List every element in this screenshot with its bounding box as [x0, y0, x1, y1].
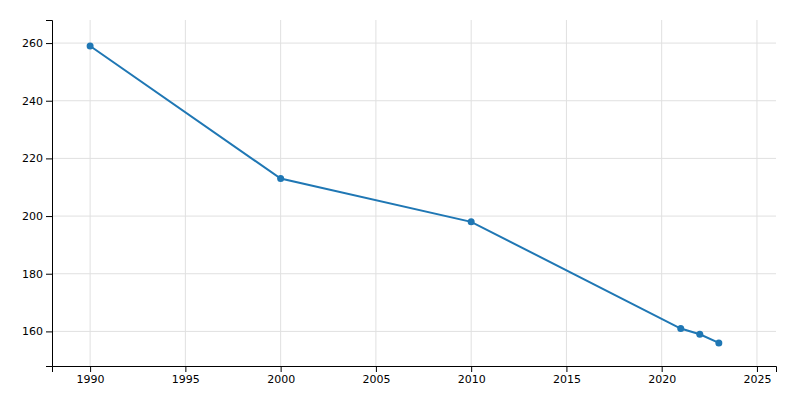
x-axis-tick-mark: [185, 366, 186, 372]
x-axis-tick-label: 2015: [553, 373, 581, 386]
x-axis-tick-mark: [471, 366, 472, 372]
y-axis-tick: 160: [22, 325, 52, 338]
y-axis-tick-label: 260: [22, 37, 43, 50]
x-axis-tick-mark: [566, 366, 567, 372]
x-axis-tick-label: 1995: [172, 373, 200, 386]
grid-line-y: [52, 100, 776, 101]
y-axis-line: [46, 21, 53, 367]
point: [277, 175, 284, 182]
y-axis-tick-label: 160: [22, 325, 43, 338]
grid-line-y: [52, 43, 776, 44]
line: [90, 46, 719, 343]
y-axis-tick-label: 240: [22, 95, 43, 108]
grid-line-y: [52, 216, 776, 217]
x-axis-tick: 2005: [362, 366, 390, 386]
x-axis-tick: 1995: [172, 366, 200, 386]
point: [715, 339, 722, 346]
chart: 1990 1995 2000 2005 2010 2015 2020 2025 160 180 20…: [0, 0, 800, 400]
x-axis-tick: 2015: [553, 366, 581, 386]
y-axis-tick-mark: [46, 101, 52, 102]
x-axis: 1990 1995 2000 2005 2010 2015 2020 2025: [53, 366, 777, 386]
y-axis-tick: 240: [22, 95, 52, 108]
x-axis-tick-label: 2005: [362, 373, 390, 386]
x-axis-tick: 2025: [743, 366, 771, 386]
y-axis-tick-label: 220: [22, 152, 43, 165]
x-axis-tick: 1990: [77, 366, 105, 386]
x-axis-tick-mark: [662, 366, 663, 372]
x-axis-tick-label: 2020: [648, 373, 676, 386]
x-axis-tick-mark: [376, 366, 377, 372]
grid-line-x: [471, 20, 472, 366]
grid-line-x: [185, 20, 186, 366]
grid: [52, 20, 776, 366]
y-axis-tick-label: 200: [22, 210, 43, 223]
grid-line-y: [52, 273, 776, 274]
x-axis-tick-label: 1990: [77, 373, 105, 386]
x-axis-tick: 2020: [648, 366, 676, 386]
y-axis-tick-mark: [46, 216, 52, 217]
x-axis-tick-label: 2025: [743, 373, 771, 386]
point: [696, 331, 703, 338]
grid-line-x: [661, 20, 662, 366]
x-axis-tick: 2010: [458, 366, 486, 386]
y-axis-tick-mark: [46, 43, 52, 44]
point: [87, 42, 94, 49]
y-axis-tick-mark: [46, 274, 52, 275]
grid-line-x: [375, 20, 376, 366]
series: [87, 42, 723, 346]
point: [677, 325, 684, 332]
x-axis-line: [53, 367, 777, 373]
point: [468, 218, 475, 225]
chart-container: 1990 1995 2000 2005 2010 2015 2020 2025 160 180 20…: [0, 0, 800, 400]
y-axis-tick: 200: [22, 210, 52, 223]
y-axis-tick: 220: [22, 152, 52, 165]
grid-line-y: [52, 331, 776, 332]
y-axis-tick-label: 180: [22, 268, 43, 281]
y-axis-tick: 180: [22, 268, 52, 281]
x-axis-tick-label: 2000: [267, 373, 295, 386]
x-axis-tick-mark: [757, 366, 758, 372]
y-axis: 160 180 200 220 240 260: [22, 21, 53, 367]
x-axis-tick-mark: [281, 366, 282, 372]
y-axis-tick: 260: [22, 37, 52, 50]
grid-line-x: [756, 20, 757, 366]
grid-line-x: [90, 20, 91, 366]
x-axis-tick-mark: [90, 366, 91, 372]
grid-line-x: [280, 20, 281, 366]
y-axis-tick-mark: [46, 331, 52, 332]
x-axis-tick-label: 2010: [458, 373, 486, 386]
plot-area: 1990 1995 2000 2005 2010 2015 2020 2025 160 180 20…: [22, 20, 777, 386]
grid-line-x: [566, 20, 567, 366]
x-axis-tick: 2000: [267, 366, 295, 386]
grid-line-y: [52, 158, 776, 159]
y-axis-tick-mark: [46, 158, 52, 159]
